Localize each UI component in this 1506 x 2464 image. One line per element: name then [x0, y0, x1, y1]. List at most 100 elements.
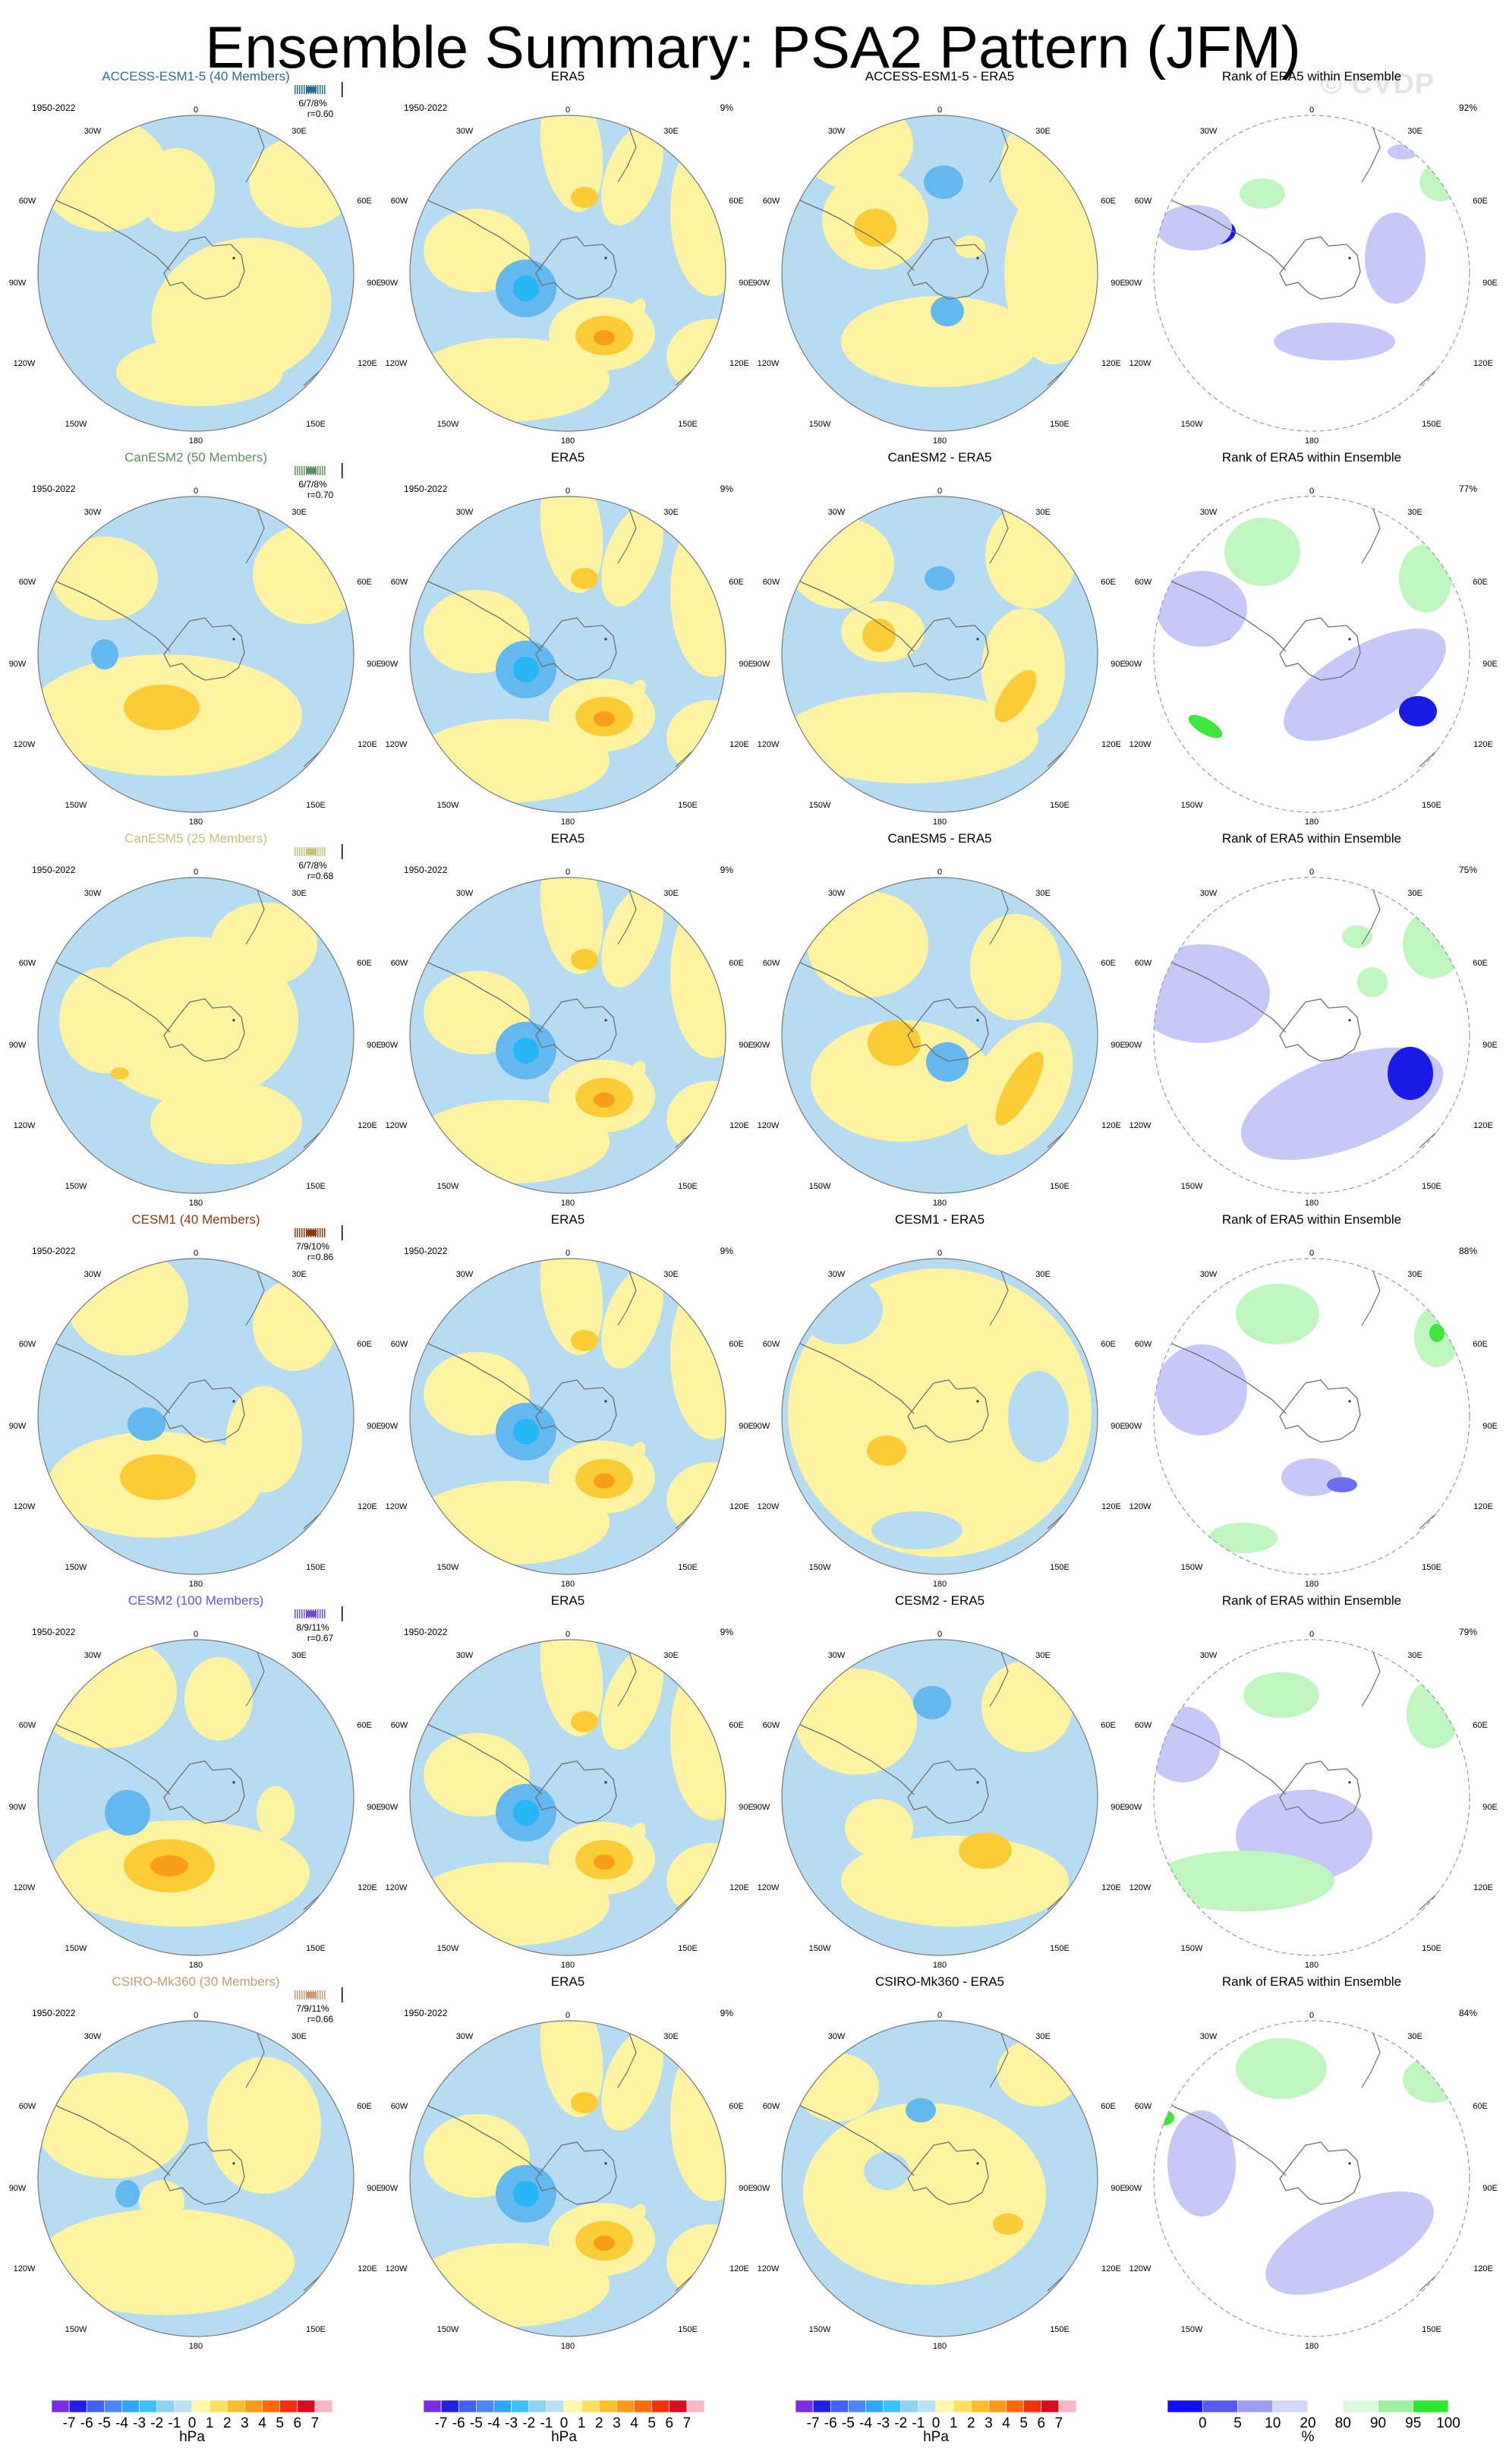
longitude-label: 0 — [1309, 106, 1314, 115]
contour-region — [997, 2038, 1080, 2106]
longitude-label: 150E — [1050, 1944, 1070, 1953]
contour-region — [995, 1051, 1044, 1126]
longitude-label: 0 — [566, 106, 570, 115]
contour-region — [1365, 213, 1426, 304]
africa-coastline — [613, 115, 637, 183]
rank-map-panel-1: 0 30E 60E 90E 120E 150E 180 150W 120W 90W 60W 30W Ra… — [1125, 69, 1498, 446]
contour-region — [139, 2180, 184, 2223]
longitude-label: 120W — [386, 1883, 408, 1892]
member-tick — [295, 1609, 296, 1618]
colorbar-swatch — [68, 2399, 87, 2413]
new-zealand-coastline — [651, 2309, 663, 2331]
longitude-label: 150E — [306, 420, 326, 429]
longitude-label: 60E — [729, 959, 744, 968]
contour-region — [601, 1648, 663, 1750]
colorbar-swatch — [528, 2399, 547, 2413]
ensemble-range-bar — [306, 1230, 317, 1236]
longitude-label: 150W — [1181, 1182, 1203, 1191]
contour-region — [955, 235, 985, 258]
longitude-label: 90W — [381, 279, 399, 288]
model-map-panel-4: 0 30E 60E 90E 120E 150E 180 150W 120W 90W 60W 30W CE… — [9, 1212, 382, 1589]
colorbar-tick-label: 7 — [311, 2415, 320, 2431]
longitude-label: 150E — [1050, 1563, 1070, 1572]
period-label: 1950-2022 — [404, 1627, 448, 1637]
contour-region — [1403, 2057, 1463, 2103]
longitude-label: 60W — [391, 2102, 408, 2111]
member-tick — [317, 85, 319, 94]
colorbar-tick-label: 6 — [665, 2415, 673, 2431]
colorbar-swatch — [209, 2399, 228, 2413]
colorbar-swatch — [423, 2399, 442, 2413]
longitude-label: 0 — [937, 868, 942, 877]
map-boundary — [1153, 2020, 1470, 2337]
longitude-label: 90E — [739, 1422, 754, 1431]
member-tick — [320, 1990, 321, 1999]
longitude-label: 120W — [386, 1121, 408, 1130]
panel-title: CESM2 - ERA5 — [895, 1593, 985, 1608]
contour-region — [841, 1835, 1069, 1927]
south-america-coastline — [787, 573, 915, 652]
longitude-label: 30E — [663, 508, 679, 517]
longitude-label: 60E — [1473, 2102, 1488, 2111]
longitude-label: 150E — [678, 801, 698, 810]
longitude-label: 0 — [1309, 2011, 1314, 2020]
pattern-correlation-label: r=0.86 — [307, 1252, 334, 1262]
era5-colorbar: -7 -6 -5 -4 -3 -2 -1 0 1 2 3 4 5 6 7 hPa — [423, 2399, 705, 2444]
longitude-label: 120E — [1473, 2264, 1493, 2273]
south-america-coastline — [415, 954, 543, 1033]
contour-region — [926, 1042, 969, 1082]
panel-title: ACCESS-ESM1-5 (40 Members) — [102, 69, 290, 83]
colorbar-tick-label: -7 — [63, 2415, 76, 2431]
map-boundary — [781, 1258, 1098, 1575]
longitude-label: 30E — [663, 1651, 679, 1660]
colorbar-tick-label: 5 — [1019, 2415, 1028, 2431]
longitude-label: 90E — [1482, 660, 1498, 669]
longitude-label: 30W — [84, 1270, 102, 1279]
longitude-label: 60W — [1135, 1721, 1152, 1730]
longitude-label: 0 — [194, 1249, 198, 1258]
map-boundary — [37, 1639, 354, 1956]
era5-map-panel-4: 0 30E 60E 90E 120E 150E 180 150W 120W 90W 60W 30W ER… — [381, 1212, 754, 1589]
contour-region — [1004, 182, 1098, 364]
pattern-correlation-label: r=0.67 — [307, 1633, 334, 1643]
colorbar-swatch — [848, 2399, 866, 2413]
longitude-label: 120W — [14, 1883, 36, 1892]
longitude-label: 30W — [456, 1270, 474, 1279]
panel-title: ERA5 — [551, 69, 584, 83]
africa-coastline — [241, 115, 265, 183]
colorbar-tick-label: 90 — [1370, 2415, 1386, 2431]
map-boundary — [1153, 115, 1470, 432]
longitude-label: 120E — [358, 1883, 377, 1892]
longitude-label: 60E — [1473, 959, 1488, 968]
member-tick — [304, 466, 305, 475]
longitude-label: 90W — [9, 279, 27, 288]
contour-region — [925, 566, 955, 591]
contour-region — [981, 609, 1065, 730]
ensemble-range-bar — [306, 87, 317, 93]
map-fill-layer — [1154, 878, 1470, 1193]
longitude-label: 180 — [933, 1580, 947, 1589]
south-america-coastline — [415, 1335, 543, 1414]
africa-coastline — [1356, 878, 1381, 945]
contour-region — [601, 1267, 663, 1369]
variance-explained-label: 7/9/10% — [296, 1241, 329, 1252]
colorbar-tick-label: 4 — [630, 2415, 638, 2431]
longitude-label: 150E — [1050, 420, 1070, 429]
longitude-label: 180 — [189, 1580, 203, 1589]
contour-region — [120, 1454, 196, 1500]
colorbar-swatch — [935, 2399, 954, 2413]
longitude-label: 120E — [729, 1502, 749, 1511]
contour-region — [59, 967, 150, 1073]
longitude-label: 30E — [1035, 1651, 1051, 1660]
south-america-coastline — [43, 192, 171, 271]
antarctica-coastline — [163, 617, 245, 681]
colorbar-tick-label: -1 — [540, 2415, 553, 2431]
map-boundary — [1153, 1639, 1470, 1956]
new-zealand-coastline — [1394, 785, 1407, 807]
colorbar-tick-label: 2 — [967, 2415, 975, 2431]
longitude-label: 120E — [1101, 740, 1121, 749]
colorbar-swatch — [1307, 2399, 1344, 2413]
map-boundary — [1153, 877, 1470, 1194]
contour-region — [1429, 1324, 1445, 1342]
contour-region — [670, 1653, 726, 1820]
